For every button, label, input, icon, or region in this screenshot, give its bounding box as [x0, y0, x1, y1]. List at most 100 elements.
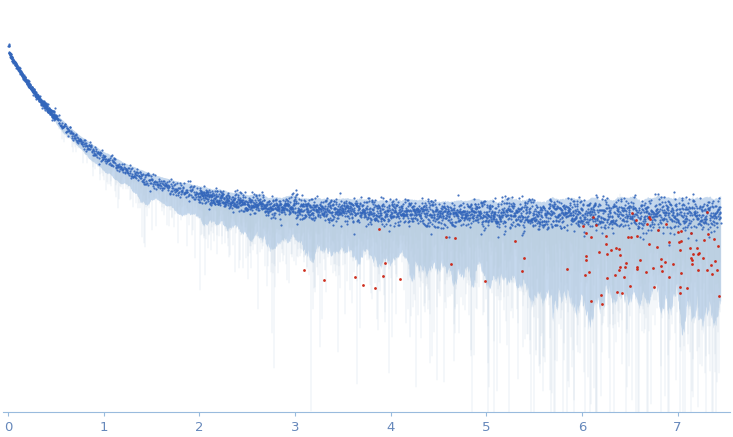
Point — [706, 271, 718, 277]
Point — [156, 185, 168, 192]
Point — [210, 185, 222, 192]
Point — [150, 186, 162, 193]
Point — [280, 206, 292, 213]
Point — [31, 91, 43, 98]
Point — [26, 87, 38, 94]
Point — [443, 208, 454, 215]
Point — [455, 202, 467, 209]
Point — [660, 210, 672, 217]
Point — [76, 141, 88, 148]
Point — [111, 163, 123, 170]
Point — [437, 208, 449, 215]
Point — [453, 207, 465, 214]
Point — [541, 208, 553, 215]
Point — [240, 201, 252, 208]
Point — [18, 76, 30, 83]
Point — [85, 142, 97, 149]
Point — [675, 212, 687, 218]
Point — [523, 209, 535, 216]
Point — [9, 59, 21, 66]
Point — [546, 211, 558, 218]
Point — [63, 127, 75, 134]
Point — [196, 191, 207, 198]
Point — [373, 225, 385, 232]
Point — [290, 204, 301, 211]
Point — [520, 198, 531, 205]
Point — [78, 146, 89, 153]
Point — [147, 183, 158, 190]
Point — [568, 215, 580, 222]
Point — [529, 222, 541, 229]
Point — [505, 215, 517, 222]
Point — [436, 205, 448, 212]
Point — [487, 212, 498, 219]
Point — [63, 127, 75, 134]
Point — [301, 206, 312, 213]
Point — [299, 198, 311, 205]
Point — [608, 201, 619, 208]
Point — [645, 210, 657, 217]
Point — [322, 203, 334, 210]
Point — [468, 212, 479, 218]
Point — [37, 100, 49, 107]
Point — [32, 92, 44, 99]
Point — [388, 203, 399, 210]
Point — [12, 64, 24, 71]
Point — [391, 208, 402, 215]
Point — [365, 211, 377, 218]
Point — [660, 223, 672, 230]
Point — [128, 167, 139, 174]
Point — [174, 184, 185, 191]
Point — [528, 210, 539, 217]
Point — [20, 77, 32, 84]
Point — [219, 198, 231, 205]
Point — [334, 190, 346, 197]
Point — [518, 227, 530, 234]
Point — [550, 217, 562, 224]
Point — [220, 203, 232, 210]
Point — [335, 222, 347, 229]
Point — [679, 212, 691, 219]
Point — [320, 208, 332, 215]
Point — [156, 186, 168, 193]
Point — [173, 188, 185, 195]
Point — [433, 201, 445, 208]
Point — [461, 200, 473, 207]
Point — [418, 208, 430, 215]
Point — [10, 62, 21, 69]
Point — [330, 200, 342, 207]
Point — [458, 217, 470, 224]
Point — [24, 83, 36, 90]
Point — [435, 205, 447, 212]
Point — [465, 208, 477, 215]
Point — [444, 203, 456, 210]
Point — [641, 204, 652, 211]
Point — [194, 186, 205, 193]
Point — [272, 205, 284, 212]
Point — [652, 191, 664, 198]
Point — [360, 222, 372, 229]
Point — [235, 199, 246, 206]
Point — [693, 205, 705, 212]
Point — [206, 199, 218, 206]
Point — [456, 211, 468, 218]
Point — [546, 222, 558, 229]
Point — [703, 205, 715, 212]
Point — [23, 83, 35, 90]
Point — [222, 199, 234, 206]
Point — [695, 218, 707, 225]
Point — [449, 207, 460, 214]
Point — [336, 211, 347, 218]
Point — [196, 191, 207, 198]
Point — [589, 201, 601, 208]
Point — [37, 104, 48, 111]
Point — [659, 198, 671, 205]
Point — [669, 195, 681, 202]
Point — [411, 207, 423, 214]
Point — [586, 205, 597, 212]
Point — [225, 201, 237, 208]
Point — [295, 202, 306, 209]
Point — [504, 223, 515, 230]
Point — [278, 201, 290, 208]
Point — [622, 233, 633, 240]
